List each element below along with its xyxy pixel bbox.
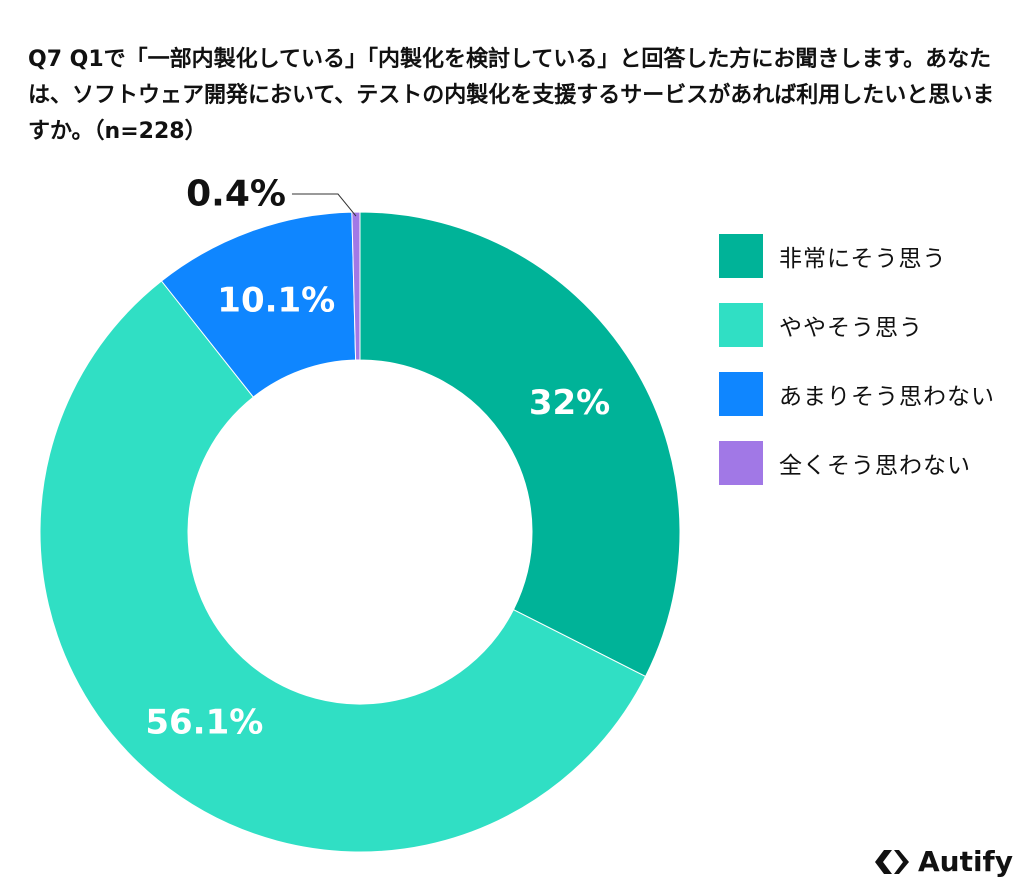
chart-title: Q7 Q1で「一部内製化している」「内製化を検討している」と回答した方にお聞きし… <box>28 47 995 144</box>
slice-label-0: 32% <box>529 383 610 423</box>
legend-item-0: 非常にそう思う <box>719 234 995 278</box>
autify-logo-icon <box>874 849 909 874</box>
legend-label-1: ややそう思う <box>779 315 923 341</box>
legend-item-3: 全くそう思わない <box>719 441 995 485</box>
legend-label-2: あまりそう思わない <box>779 384 995 410</box>
slice-label-2: 10.1% <box>217 281 335 321</box>
legend-swatch-2 <box>719 372 763 416</box>
legend-swatch-0 <box>719 234 763 278</box>
labels-group: 32% 56.1% 10.1% 0.4% <box>145 174 610 743</box>
donut-chart: 32% 56.1% 10.1% 0.4% <box>39 174 681 853</box>
legend-label-0: 非常にそう思う <box>779 246 947 272</box>
slice-label-3: 0.4% <box>186 174 286 215</box>
slices-group <box>39 211 681 853</box>
leader-line-3 <box>291 193 357 217</box>
legend-label-3: 全くそう思わない <box>779 453 971 479</box>
autify-logo: Autify <box>872 845 1013 878</box>
autify-logo-text: Autify <box>917 845 1013 878</box>
slice-3 <box>351 211 361 361</box>
legend-swatch-3 <box>719 441 763 485</box>
slice-0 <box>359 211 681 678</box>
legend: 非常にそう思う ややそう思うあまりそう思わない 全くそう思わない <box>719 234 995 510</box>
legend-swatch-1 <box>719 303 763 347</box>
legend-item-2: あまりそう思わない <box>719 372 995 416</box>
legend-item-1: ややそう思う <box>719 303 995 347</box>
slice-label-1: 56.1% <box>145 703 263 743</box>
slice-1 <box>39 280 647 853</box>
